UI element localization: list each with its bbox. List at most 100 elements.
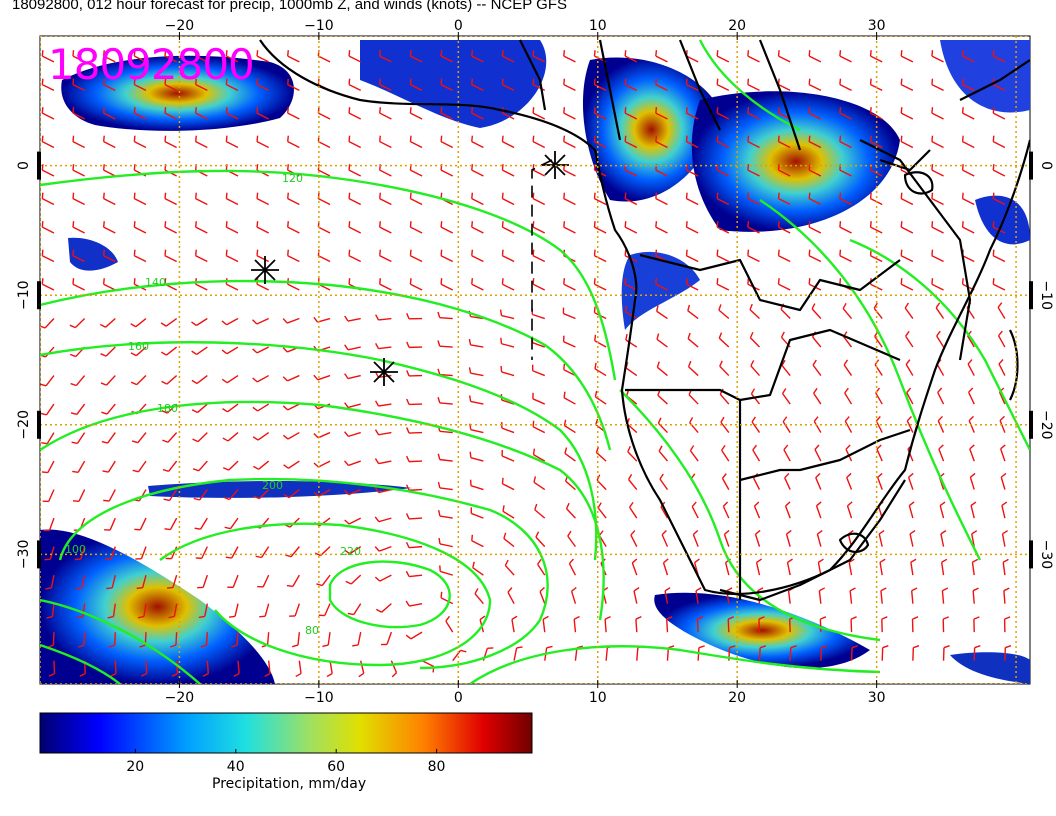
wind-barb xyxy=(103,489,116,502)
wind-barb xyxy=(876,444,883,462)
wind-barb xyxy=(200,632,209,648)
wind-barb xyxy=(655,221,668,234)
wind-barb xyxy=(348,135,362,149)
wind-barb xyxy=(971,558,979,576)
wind-barb xyxy=(869,50,883,63)
wind-barb xyxy=(44,546,55,561)
wind-barb xyxy=(437,510,453,519)
wind-barb xyxy=(502,505,515,519)
height-contours xyxy=(40,39,1030,684)
wind-barb xyxy=(532,107,546,120)
wind-barb xyxy=(992,164,1006,177)
wind-barb xyxy=(72,135,85,149)
border-south-africa xyxy=(719,479,906,602)
wind-barb xyxy=(969,444,975,462)
wind-barb xyxy=(133,107,147,120)
wind-barb xyxy=(813,387,822,405)
wind-barb xyxy=(814,444,822,462)
x-tick-label: 10 xyxy=(589,690,607,706)
wind-barb xyxy=(754,529,761,547)
wind-barb xyxy=(195,546,208,560)
wind-barb xyxy=(72,278,85,291)
y-tick-label-left: −30 xyxy=(16,540,32,570)
wind-barb xyxy=(437,481,453,491)
wind-barb xyxy=(777,221,791,234)
wind-barb xyxy=(345,574,362,585)
wind-barb xyxy=(221,374,239,384)
wind-barb xyxy=(624,135,638,149)
wind-barb xyxy=(666,616,673,633)
wind-barb xyxy=(110,660,117,677)
x-tick-label: 20 xyxy=(728,690,746,706)
contour-140 xyxy=(40,279,612,451)
wind-barb xyxy=(501,477,515,491)
wind-barb xyxy=(101,403,116,415)
wind-barb xyxy=(657,417,668,434)
wind-barb xyxy=(471,78,484,92)
wind-barb xyxy=(716,78,730,92)
wind-barb xyxy=(658,445,669,462)
colorbar-title: Precipitation, mm/day xyxy=(212,776,367,792)
asterisk-marker xyxy=(251,256,279,284)
wind-barb xyxy=(627,445,638,462)
wind-barb xyxy=(910,587,918,604)
wind-barb xyxy=(900,107,914,120)
wind-barb xyxy=(503,532,515,548)
dashed-line xyxy=(531,159,553,360)
wind-barb xyxy=(41,107,55,120)
wind-barb xyxy=(723,529,730,547)
wind-barb xyxy=(344,315,361,322)
wind-barb xyxy=(967,359,975,376)
africa-west-coast xyxy=(259,39,1030,596)
wind-barb xyxy=(164,517,178,531)
wind-barb xyxy=(900,221,914,234)
wind-barb xyxy=(624,305,638,320)
wind-barb xyxy=(41,432,55,445)
wind-barb xyxy=(164,107,177,120)
wind-barb xyxy=(593,78,607,92)
wind-barb xyxy=(747,221,760,234)
wind-barb xyxy=(348,164,362,177)
contour-label: 80 xyxy=(305,624,319,637)
wind-barb xyxy=(164,135,177,149)
wind-barb xyxy=(777,249,791,263)
wind-barb xyxy=(72,107,85,120)
wind-barb xyxy=(881,616,888,633)
contour-value-labels: 120 140 160 180 200 220 100 80 xyxy=(65,172,361,637)
wind-barb xyxy=(164,50,177,63)
wind-barb xyxy=(405,600,423,607)
wind-barb xyxy=(41,278,55,291)
wind-barb xyxy=(869,221,883,234)
wind-barb xyxy=(252,317,269,325)
wind-barb xyxy=(102,192,116,206)
y-tick-left xyxy=(37,281,41,310)
wind-barb xyxy=(900,135,914,149)
wind-barb xyxy=(440,78,454,92)
wind-barb xyxy=(820,645,828,661)
wind-barb xyxy=(409,50,423,63)
wind-barb xyxy=(563,192,576,206)
wind-barb xyxy=(751,416,761,433)
wind-barb xyxy=(563,107,576,120)
wind-barb xyxy=(102,249,116,263)
wind-barb xyxy=(191,346,208,356)
wind-barb xyxy=(406,398,423,406)
wind-barb xyxy=(718,332,730,348)
wind-barb xyxy=(931,221,944,234)
wind-barb xyxy=(108,632,116,648)
wind-barb xyxy=(716,50,730,63)
wind-barb xyxy=(405,541,423,549)
wind-barb xyxy=(375,342,392,350)
wind-barb xyxy=(257,574,270,588)
wind-barb xyxy=(72,460,86,474)
wind-barb xyxy=(348,50,362,63)
wind-barb xyxy=(655,135,668,149)
wind-barb xyxy=(563,278,576,291)
wind-barb xyxy=(532,420,546,434)
wind-barb xyxy=(375,603,392,613)
wind-barb xyxy=(440,50,454,63)
wind-barb xyxy=(445,615,454,633)
wind-barb xyxy=(961,135,975,149)
wind-barb xyxy=(750,360,761,377)
wind-barb xyxy=(40,403,55,416)
